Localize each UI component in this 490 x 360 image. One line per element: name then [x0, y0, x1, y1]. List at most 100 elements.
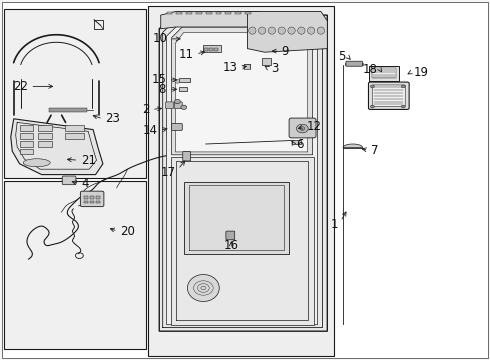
FancyBboxPatch shape: [369, 66, 399, 81]
Bar: [4, 9, 146, 178]
Text: 20: 20: [120, 225, 135, 238]
Text: 3: 3: [271, 62, 278, 75]
Circle shape: [181, 105, 187, 109]
Bar: [292, 140, 301, 144]
Bar: [38, 133, 52, 139]
Bar: [214, 48, 218, 51]
Bar: [225, 12, 231, 14]
Text: 21: 21: [81, 154, 96, 167]
Bar: [20, 133, 33, 139]
Ellipse shape: [248, 27, 256, 34]
Ellipse shape: [298, 27, 305, 34]
Ellipse shape: [187, 274, 220, 302]
Circle shape: [370, 105, 374, 108]
Circle shape: [401, 105, 405, 108]
Polygon shape: [184, 182, 289, 254]
Bar: [186, 12, 192, 14]
FancyBboxPatch shape: [372, 68, 396, 78]
Text: 6: 6: [296, 138, 304, 151]
Bar: [176, 12, 182, 14]
Bar: [90, 201, 94, 203]
Circle shape: [296, 124, 308, 133]
Bar: [90, 196, 94, 199]
Bar: [167, 12, 172, 14]
Text: 8: 8: [159, 83, 166, 96]
Text: 4: 4: [82, 177, 89, 190]
Bar: [38, 141, 52, 147]
Polygon shape: [345, 63, 363, 65]
Ellipse shape: [259, 27, 266, 34]
Bar: [49, 108, 87, 112]
Bar: [96, 201, 100, 203]
Text: 18: 18: [363, 63, 377, 76]
FancyBboxPatch shape: [226, 231, 235, 240]
Ellipse shape: [308, 27, 315, 34]
Bar: [209, 48, 213, 51]
Text: 17: 17: [160, 166, 175, 179]
Text: 13: 13: [223, 61, 238, 74]
Polygon shape: [161, 12, 260, 29]
FancyBboxPatch shape: [174, 102, 182, 109]
Ellipse shape: [278, 27, 285, 34]
Polygon shape: [11, 119, 103, 175]
Bar: [20, 141, 33, 147]
Text: 9: 9: [282, 45, 289, 58]
Bar: [20, 149, 33, 154]
Text: 11: 11: [178, 48, 194, 60]
FancyBboxPatch shape: [80, 191, 104, 207]
Bar: [65, 133, 84, 139]
Bar: [235, 12, 241, 14]
FancyBboxPatch shape: [172, 123, 182, 130]
Bar: [196, 12, 202, 14]
Bar: [65, 125, 84, 131]
Text: 23: 23: [105, 112, 120, 125]
Bar: [244, 64, 250, 69]
Circle shape: [370, 85, 374, 88]
Bar: [262, 58, 271, 65]
Bar: [148, 6, 334, 356]
Bar: [203, 45, 220, 52]
Bar: [204, 48, 208, 51]
Polygon shape: [167, 24, 318, 325]
FancyBboxPatch shape: [372, 85, 405, 107]
Bar: [84, 196, 88, 199]
Bar: [179, 87, 187, 91]
Text: 5: 5: [338, 50, 345, 63]
Bar: [20, 125, 33, 131]
Ellipse shape: [318, 27, 325, 34]
Text: 22: 22: [13, 80, 28, 93]
Bar: [4, 181, 146, 349]
Polygon shape: [172, 27, 313, 155]
Polygon shape: [159, 15, 327, 331]
Text: 7: 7: [371, 144, 378, 157]
Text: 15: 15: [151, 73, 166, 86]
Circle shape: [300, 127, 305, 130]
Text: 1: 1: [331, 218, 338, 231]
Bar: [216, 12, 221, 14]
Circle shape: [401, 85, 405, 88]
Polygon shape: [171, 157, 314, 325]
Bar: [206, 12, 212, 14]
Bar: [38, 125, 52, 131]
Text: 16: 16: [224, 239, 239, 252]
Polygon shape: [175, 32, 308, 152]
Text: 14: 14: [143, 124, 158, 137]
FancyBboxPatch shape: [183, 152, 191, 161]
Circle shape: [174, 99, 180, 104]
Bar: [245, 12, 251, 14]
Text: 10: 10: [152, 32, 167, 45]
FancyBboxPatch shape: [166, 102, 173, 109]
Ellipse shape: [288, 27, 295, 34]
Bar: [96, 196, 100, 199]
FancyBboxPatch shape: [346, 61, 363, 66]
Text: 2: 2: [142, 103, 149, 116]
FancyBboxPatch shape: [62, 176, 76, 185]
Polygon shape: [247, 12, 327, 52]
FancyBboxPatch shape: [368, 82, 409, 109]
Bar: [179, 78, 190, 82]
Ellipse shape: [175, 80, 180, 83]
Ellipse shape: [23, 159, 50, 167]
Ellipse shape: [269, 27, 275, 34]
FancyBboxPatch shape: [289, 118, 316, 138]
Bar: [84, 201, 88, 203]
